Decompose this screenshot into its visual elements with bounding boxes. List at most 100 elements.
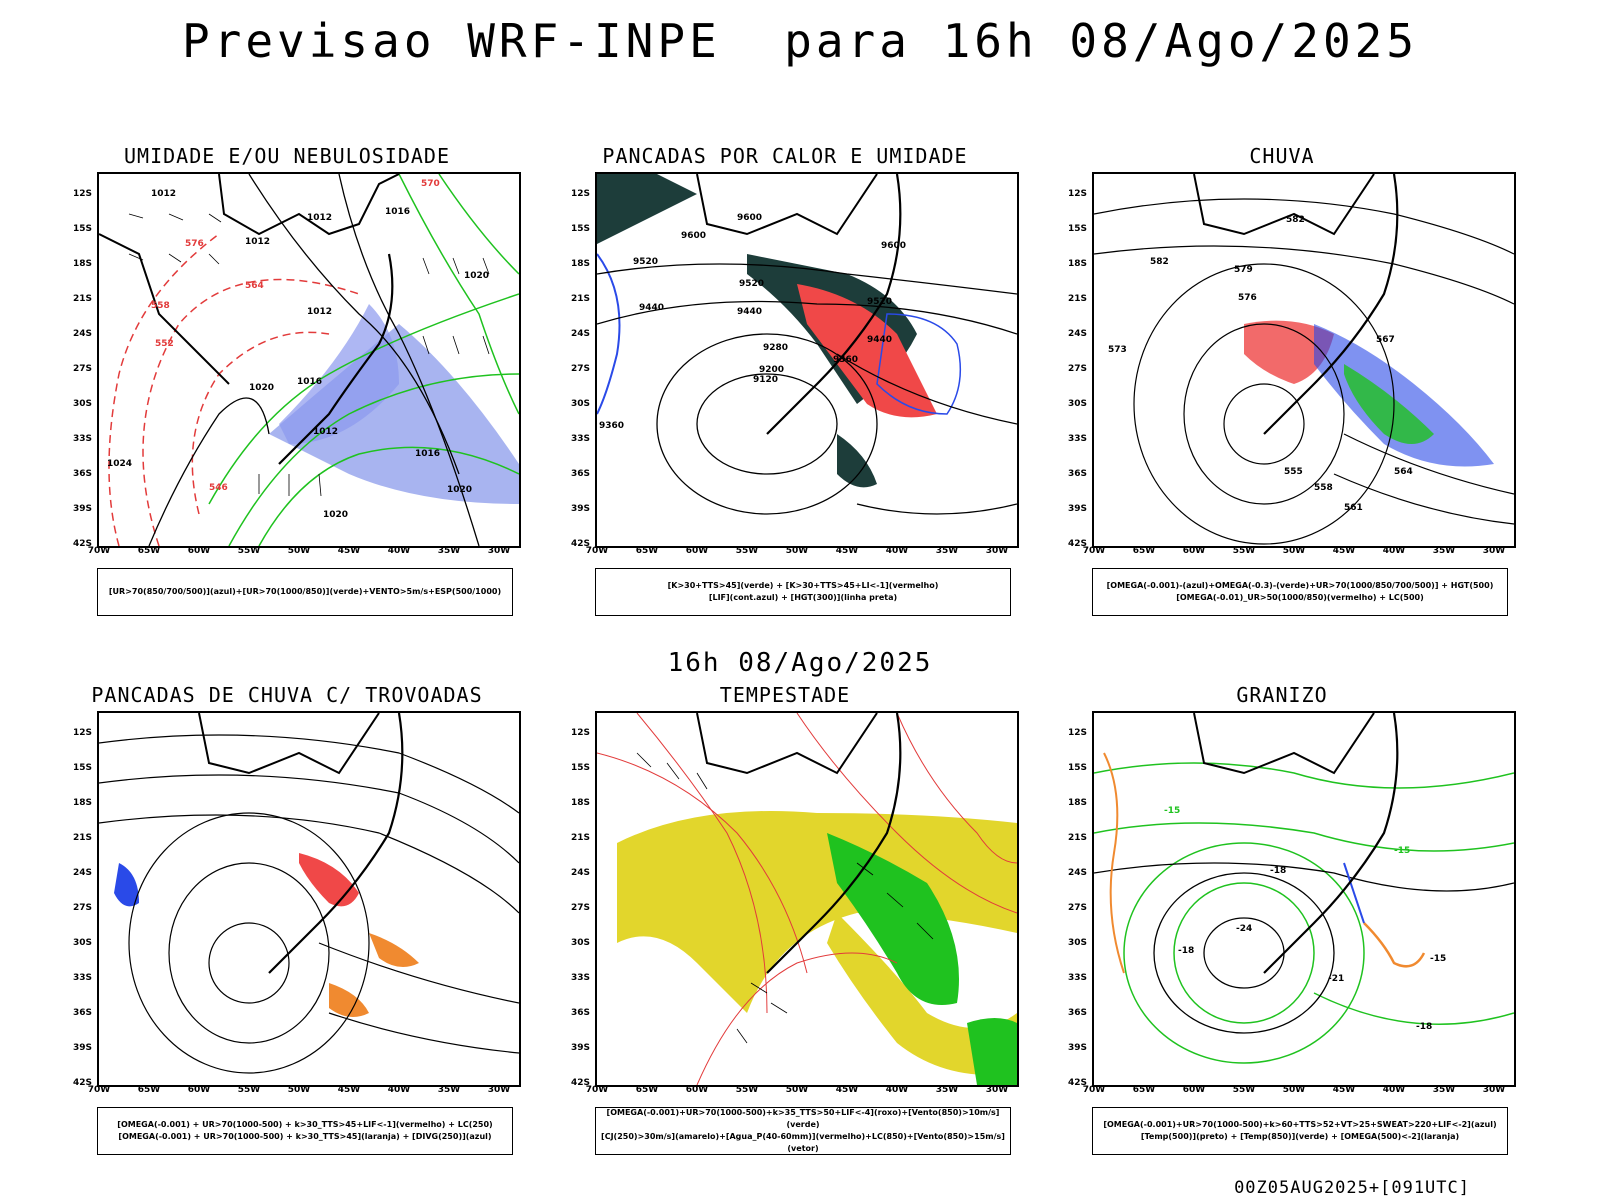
latitude-tick-label: 15S bbox=[72, 763, 92, 773]
contour-label: 9440 bbox=[639, 303, 664, 313]
contour-label: 579 bbox=[1234, 265, 1253, 275]
latitude-tick-label: 21S bbox=[72, 833, 92, 843]
map-graphic bbox=[597, 713, 1017, 1085]
coastline bbox=[1263, 713, 1399, 974]
contour-label: 1016 bbox=[415, 449, 440, 459]
streamline bbox=[636, 713, 768, 1014]
latitude-tick-label: 15S bbox=[570, 763, 590, 773]
latitude-tick-label: 15S bbox=[1067, 763, 1087, 773]
latitude-tick-label: 24S bbox=[1067, 868, 1087, 878]
contour-label: 9520 bbox=[867, 297, 892, 307]
longitude-tick-label: 50W bbox=[1282, 546, 1306, 556]
longitude-tick-label: 35W bbox=[935, 546, 959, 556]
map-graphic: 9600 9600 9600 9520 9520 9440 9440 9520 … bbox=[597, 174, 1017, 515]
longitude-tick-label: 70W bbox=[87, 1085, 111, 1095]
height-contour bbox=[1223, 383, 1305, 465]
panel-title: UMIDADE E/OU NEBULOSIDADE bbox=[123, 144, 451, 168]
latitude-labels: 12S 15S 18S 21S 24S 27S 30S 33S 36S 39S 42S bbox=[57, 711, 97, 1088]
height-contour bbox=[1333, 473, 1514, 525]
lifted-index-contour bbox=[597, 253, 621, 415]
green-area bbox=[837, 434, 877, 488]
blue-divergence-area bbox=[114, 863, 139, 907]
contour-label: 582 bbox=[1150, 257, 1169, 267]
streamline bbox=[796, 713, 1017, 914]
green-contour bbox=[398, 174, 519, 415]
legend-line: [OMEGA(-0.001)+UR>70(1000-500)+k>35_TTS>… bbox=[606, 1108, 1000, 1129]
country-borders bbox=[218, 174, 400, 236]
latitude-tick-label: 21S bbox=[1067, 833, 1087, 843]
omega-area bbox=[1103, 752, 1125, 974]
longitude-tick-label: 35W bbox=[935, 1085, 959, 1095]
latitude-tick-label: 30S bbox=[72, 399, 92, 409]
contour-label: 1012 bbox=[245, 237, 270, 247]
legend-line: [LIF](cont.azul) + [HGT(300)](linha pret… bbox=[708, 593, 898, 602]
legend-line: [OMEGA(-0.001)-(azul)+OMEGA(-0.3)-(verde… bbox=[1106, 581, 1494, 590]
jet-stream-area bbox=[617, 811, 1017, 1013]
legend: [UR>70(850/700/500)](azul)+[UR>70(1000/8… bbox=[97, 568, 513, 616]
longitude-tick-label: 55W bbox=[1232, 1085, 1256, 1095]
longitude-tick-label: 55W bbox=[237, 546, 261, 556]
height-contour bbox=[597, 263, 1017, 295]
coastline bbox=[1263, 174, 1399, 435]
latitude-tick-label: 24S bbox=[72, 868, 92, 878]
latitude-tick-label: 15S bbox=[1067, 224, 1087, 234]
height-contour bbox=[696, 373, 838, 475]
contour-label: -24 bbox=[1236, 924, 1252, 934]
streamline bbox=[328, 1012, 519, 1054]
contour-label: 1012 bbox=[313, 427, 338, 437]
temp850-contour bbox=[1173, 882, 1315, 1024]
streamline bbox=[896, 713, 1017, 864]
height-contour bbox=[856, 503, 1017, 515]
contour-label: 9520 bbox=[739, 279, 764, 289]
contour-label: 576 bbox=[185, 239, 204, 249]
mid-title: 16h 08/Ago/2025 bbox=[667, 648, 933, 678]
temp850-contour bbox=[1313, 992, 1514, 1025]
temp500-contour bbox=[1153, 872, 1335, 1034]
latitude-tick-label: 33S bbox=[72, 434, 92, 444]
green-contour bbox=[258, 446, 519, 546]
green-omega-area bbox=[1344, 364, 1434, 444]
latitude-tick-label: 33S bbox=[1067, 434, 1087, 444]
longitude-tick-label: 60W bbox=[685, 546, 709, 556]
longitude-tick-label: 30W bbox=[487, 546, 511, 556]
latitude-tick-label: 18S bbox=[72, 798, 92, 808]
coastline bbox=[268, 713, 404, 974]
height-contour bbox=[1343, 433, 1514, 495]
red-storm-area bbox=[299, 853, 359, 907]
green-area bbox=[597, 174, 697, 244]
latitude-tick-label: 30S bbox=[570, 399, 590, 409]
contour-label: 564 bbox=[245, 281, 264, 291]
longitude-tick-label: 40W bbox=[1382, 546, 1406, 556]
latitude-tick-label: 42S bbox=[570, 539, 590, 549]
contour-label: 1024 bbox=[107, 459, 132, 469]
latitude-tick-label: 27S bbox=[72, 903, 92, 913]
longitude-tick-label: 60W bbox=[187, 546, 211, 556]
contour-label: 561 bbox=[1344, 503, 1363, 513]
latitude-tick-label: 21S bbox=[570, 294, 590, 304]
legend-line: [K>30+TTS>45](verde) + [K>30+TTS>45+LI<-… bbox=[667, 581, 939, 590]
latitude-tick-label: 15S bbox=[570, 224, 590, 234]
blue-hail-area bbox=[1343, 862, 1365, 924]
latitude-tick-label: 36S bbox=[1067, 469, 1087, 479]
panel-trovoadas: PANCADAS DE CHUVA C/ TROVOADAS 12S 15S 18S… bbox=[57, 683, 521, 1155]
longitude-tick-label: 40W bbox=[1382, 1085, 1406, 1095]
blue-humidity-area bbox=[279, 304, 399, 444]
legend-line: [OMEGA(-0.001) + UR>70(1000-500) + k>30_… bbox=[117, 1120, 493, 1129]
longitude-tick-label: 45W bbox=[337, 1085, 361, 1095]
orange-storm-area bbox=[329, 983, 369, 1017]
red-area bbox=[797, 284, 937, 418]
longitude-tick-label: 35W bbox=[437, 546, 461, 556]
panel-title: PANCADAS POR CALOR E UMIDADE bbox=[602, 144, 968, 168]
legend: [K>30+TTS>45](verde) + [K>30+TTS>45+LI<-… bbox=[595, 568, 1011, 616]
contour-label: 9600 bbox=[681, 231, 706, 241]
longitude-tick-label: 55W bbox=[735, 1085, 759, 1095]
longitude-labels: 70W 65W 60W 55W 50W 45W 40W 35W 30W bbox=[1083, 546, 1512, 560]
contour-label: -15 bbox=[1394, 846, 1410, 856]
map-tempestade bbox=[595, 711, 1019, 1087]
blue-humidity-area bbox=[269, 324, 519, 504]
contour-label: 573 bbox=[1108, 345, 1127, 355]
latitude-tick-label: 12S bbox=[72, 189, 92, 199]
longitude-tick-label: 55W bbox=[1232, 546, 1256, 556]
height-contour bbox=[1094, 198, 1514, 255]
contour-label: 1016 bbox=[385, 207, 410, 217]
